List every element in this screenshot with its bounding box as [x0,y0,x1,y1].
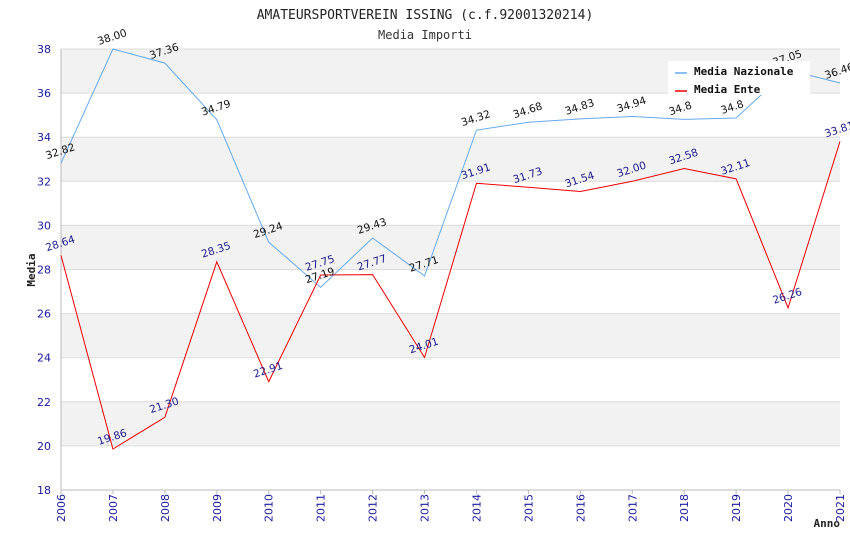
y-tick-label: 28 [37,264,51,277]
chart-title: AMATEURSPORTVEREIN ISSING (c.f.920013202… [257,8,594,23]
legend-label-ente: Media Ente [694,83,761,96]
series-line-ente [60,141,841,450]
grid-band [61,401,840,446]
y-tick-label: 34 [37,131,51,144]
legend-box [668,61,810,95]
x-tick-label: 2011 [315,494,328,522]
x-tick-label: 2010 [263,494,276,522]
y-tick-label: 20 [37,440,51,453]
x-tick-label: 2008 [159,494,172,522]
axes [60,49,841,494]
y-axis-label: Media [25,253,38,286]
x-tick-label: 2018 [678,494,691,522]
data-label-ente: 22.91 [252,360,284,381]
x-tick-label: 2017 [626,494,639,522]
y-tick-labels: 18 20 22 24 26 28 30 32 34 36 38 [37,43,51,497]
grid-band [61,225,840,270]
grid-lines [61,48,840,491]
y-tick-label: 24 [37,352,51,365]
data-label-nazionale: 34.79 [200,98,232,119]
x-tick-label: 2007 [107,494,120,522]
x-tick-label: 2012 [367,494,380,522]
x-tick-label: 2013 [419,494,432,522]
x-tick-label: 2006 [55,494,68,522]
x-axis-label: Anno [814,517,841,530]
y-tick-label: 22 [37,396,51,409]
data-label-nazionale: 34.83 [564,97,596,118]
grid-band [61,313,840,358]
legend-label-nazionale: Media Nazionale [694,65,794,78]
data-label-nazionale: 34.32 [460,108,492,129]
y-tick-label: 36 [37,87,51,100]
x-tick-label: 2014 [470,494,483,522]
y-tick-label: 30 [37,219,51,232]
series-line-nazionale [60,48,841,289]
x-tick-label: 2016 [574,494,587,522]
y-tick-label: 18 [37,484,51,497]
data-label-nazionale: 34.8 [719,98,745,117]
chart-subtitle: Media Importi [378,28,472,42]
y-tick-label: 38 [37,43,51,56]
x-tick-label: 2015 [522,494,535,522]
x-tick-labels: 2006 2007 2008 2009 2010 2011 2012 2013 2014 2015… [55,494,847,522]
series-lines [60,48,841,450]
grid-bands [61,49,840,446]
y-tick-label: 26 [37,308,51,321]
legend: Media Nazionale Media Ente [668,61,810,96]
y-tick-label: 32 [37,175,51,188]
x-tick-label: 2021 [834,494,847,522]
x-tick-label: 2009 [211,494,224,522]
x-tick-label: 2020 [782,494,795,522]
data-label-nazionale: 34.94 [615,95,648,116]
x-tick-label: 2019 [730,494,743,522]
data-label-nazionale: 34.8 [667,100,693,119]
data-label-nazionale: 38.00 [96,27,128,48]
data-label-ente: 26.26 [771,286,804,307]
data-label-nazionale: 34.68 [512,100,544,121]
